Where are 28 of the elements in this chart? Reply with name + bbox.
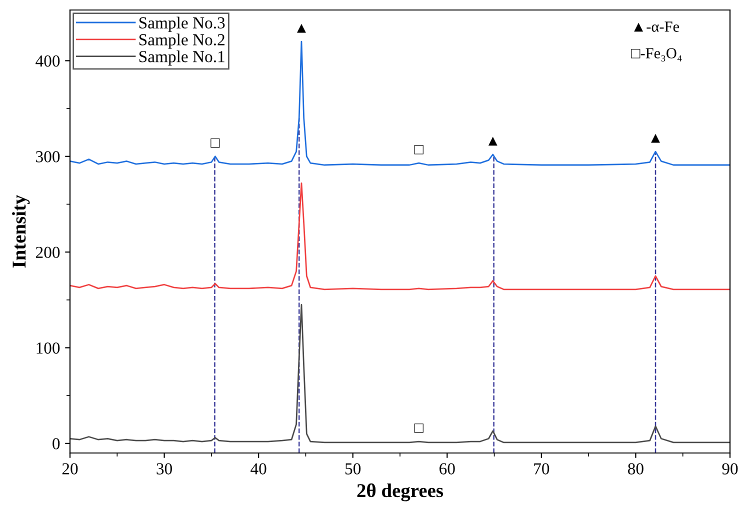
line-series <box>70 182 730 290</box>
legend-label: Sample No.1 <box>139 50 224 66</box>
x-tick-label: 30 <box>156 463 172 474</box>
x-tick-label: 50 <box>345 463 361 474</box>
annotation: ▲-α-Fe <box>634 22 680 32</box>
y-axis-title: Intensity <box>12 194 30 268</box>
x-tick-label: 40 <box>250 463 266 474</box>
annotation: ▲ <box>297 24 306 33</box>
annotation: ▲ <box>651 134 660 143</box>
annotation: □-Fe₃O₄ <box>631 48 682 62</box>
x-tick-label: 60 <box>440 463 455 474</box>
legend-label: Sample No.3 <box>139 16 225 32</box>
y-tick-label: 200 <box>36 246 60 258</box>
annotation: ▲ <box>488 136 498 146</box>
annotation: □ <box>414 145 424 154</box>
x-tick-label: 20 <box>62 463 78 474</box>
x-tick-label: 70 <box>534 463 550 474</box>
x-tick-label: 80 <box>628 463 644 474</box>
line-series <box>70 304 730 444</box>
y-tick-label: 100 <box>36 342 60 354</box>
annotation: □ <box>210 138 220 148</box>
y-tick-label: 300 <box>36 151 60 162</box>
annotation: □ <box>414 424 424 433</box>
y-tick-label: 400 <box>36 55 60 67</box>
x-tick-label: 90 <box>722 463 738 474</box>
y-tick-label: 0 <box>52 438 60 450</box>
legend-label: Sample No.2 <box>139 34 224 49</box>
x-axis-title: 2θ degrees <box>357 483 444 502</box>
